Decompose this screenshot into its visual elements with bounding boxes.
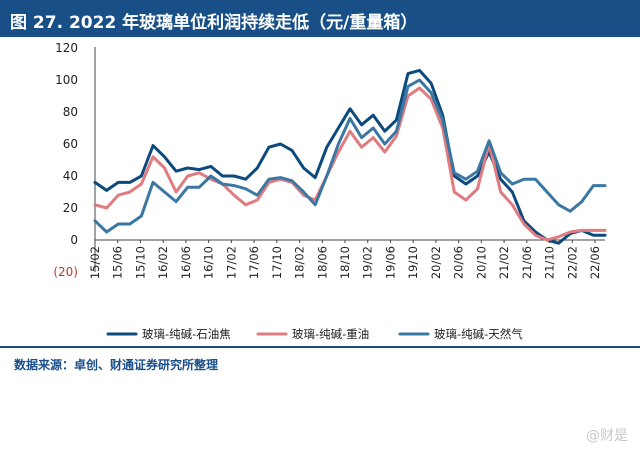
x-axis: 15/02 15/06 15/10 16/02 16/06 16/10 17/02 17/06… xyxy=(88,240,602,279)
x-tick-label: 17/06 xyxy=(247,246,261,279)
x-tick-label: 17/10 xyxy=(270,246,284,279)
title-bar: 图 27. 2022 年玻璃单位利润持续走低（元/重量箱） xyxy=(0,0,640,37)
legend-label: 玻璃-纯碱-重油 xyxy=(292,327,369,341)
series-layer xyxy=(93,68,607,245)
legend: 玻璃-纯碱-石油焦 玻璃-纯碱-重油 玻璃-纯碱-天然气 xyxy=(106,327,523,341)
x-tick-label: 20/06 xyxy=(452,246,466,279)
y-tick-label: 120 xyxy=(55,41,78,55)
y-tick-label: (20) xyxy=(53,265,78,279)
x-tick-label: 16/02 xyxy=(156,246,170,279)
series-line-2 xyxy=(93,86,607,242)
source-note: 数据来源：卓创、财通证券研究所整理 xyxy=(14,358,219,372)
y-tick-label: 100 xyxy=(55,73,78,87)
y-tick-label: 0 xyxy=(70,233,78,247)
x-tick-label: 17/02 xyxy=(224,246,238,279)
x-tick-label: 20/10 xyxy=(474,246,488,279)
legend-label: 玻璃-纯碱-石油焦 xyxy=(142,327,231,341)
y-tick-label: 20 xyxy=(63,201,78,215)
x-tick-label: 16/06 xyxy=(179,246,193,279)
x-tick-label: 22/02 xyxy=(565,246,579,279)
x-tick-label: 15/06 xyxy=(111,246,125,279)
x-tick-label: 15/10 xyxy=(133,246,147,279)
series-line-1 xyxy=(93,68,607,245)
y-tick-label: 80 xyxy=(63,105,78,119)
legend-label: 玻璃-纯碱-天然气 xyxy=(434,327,523,341)
x-tick-label: 21/06 xyxy=(520,246,534,279)
y-axis: (20) 0 20 40 60 80 100 120 xyxy=(53,41,605,279)
y-tick-label: 60 xyxy=(63,137,78,151)
chart-title: 图 27. 2022 年玻璃单位利润持续走低（元/重量箱） xyxy=(10,13,418,33)
x-tick-label: 19/06 xyxy=(383,246,397,279)
x-tick-label: 21/02 xyxy=(497,246,511,279)
x-tick-label: 21/10 xyxy=(543,246,557,279)
x-tick-label: 22/06 xyxy=(588,246,602,279)
x-tick-label: 18/02 xyxy=(293,246,307,279)
source-divider xyxy=(0,346,640,348)
x-tick-label: 16/10 xyxy=(202,246,216,279)
watermark: @财是 xyxy=(586,428,628,444)
x-tick-label: 19/10 xyxy=(406,246,420,279)
x-tick-label: 18/06 xyxy=(315,246,329,279)
line-chart: (20) 0 20 40 60 80 100 120 15/02 15/06 15/10 16/02… xyxy=(53,41,607,341)
y-tick-label: 40 xyxy=(63,169,78,183)
x-tick-label: 15/02 xyxy=(88,246,102,279)
x-tick-label: 19/02 xyxy=(361,246,375,279)
x-tick-label: 20/02 xyxy=(429,246,443,279)
series-line-3 xyxy=(93,78,607,234)
x-tick-label: 18/10 xyxy=(338,246,352,279)
